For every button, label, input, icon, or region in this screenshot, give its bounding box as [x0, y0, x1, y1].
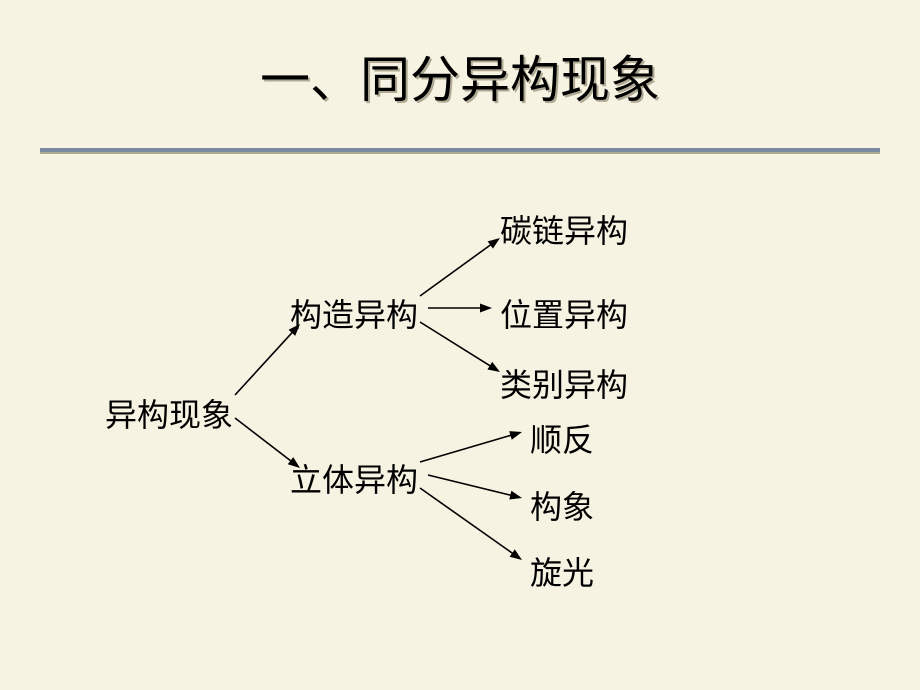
- node-root-label: 异构现象: [105, 397, 233, 433]
- arrow-shaft: [420, 322, 491, 366]
- arrow-shaft: [420, 244, 491, 296]
- node-conf-label: 构象: [530, 489, 594, 525]
- arrow-head: [509, 491, 522, 500]
- arrow-shaft: [235, 332, 293, 395]
- node-cis: 顺反: [530, 415, 594, 461]
- arrow-shaft: [428, 475, 512, 495]
- node-chain: 碳链异构: [500, 206, 628, 252]
- node-class: 类别异构: [500, 360, 628, 406]
- node-pos: 位置异构: [500, 290, 628, 336]
- node-stereo-label: 立体异构: [290, 462, 418, 498]
- node-chain-label: 碳链异构: [500, 213, 628, 249]
- arrow-shaft: [420, 435, 512, 462]
- node-stereo: 立体异构: [290, 455, 418, 501]
- node-struct-label: 构造异构: [290, 297, 418, 333]
- arrow-shaft: [420, 488, 513, 554]
- title-underline: [40, 148, 880, 152]
- node-conf: 构象: [530, 482, 594, 528]
- node-opt-label: 旋光: [530, 555, 594, 591]
- node-pos-label: 位置异构: [500, 297, 628, 333]
- node-opt: 旋光: [530, 548, 594, 594]
- arrow-head: [488, 238, 500, 249]
- slide-title: 一、同分异构现象: [0, 40, 920, 112]
- arrow-head: [487, 362, 500, 372]
- slide: 一、同分异构现象 异构现象 构造异构 立体异构 碳链异构 位置异构 类别异构 顺…: [0, 0, 920, 690]
- arrow-shaft: [235, 418, 291, 461]
- title-text: 一、同分异构现象: [260, 52, 660, 108]
- arrow-head: [480, 304, 492, 313]
- node-root: 异构现象: [105, 390, 233, 436]
- arrow-head: [509, 431, 522, 440]
- node-cis-label: 顺反: [530, 422, 594, 458]
- arrow-head: [510, 549, 522, 560]
- node-class-label: 类别异构: [500, 367, 628, 403]
- node-struct: 构造异构: [290, 290, 418, 336]
